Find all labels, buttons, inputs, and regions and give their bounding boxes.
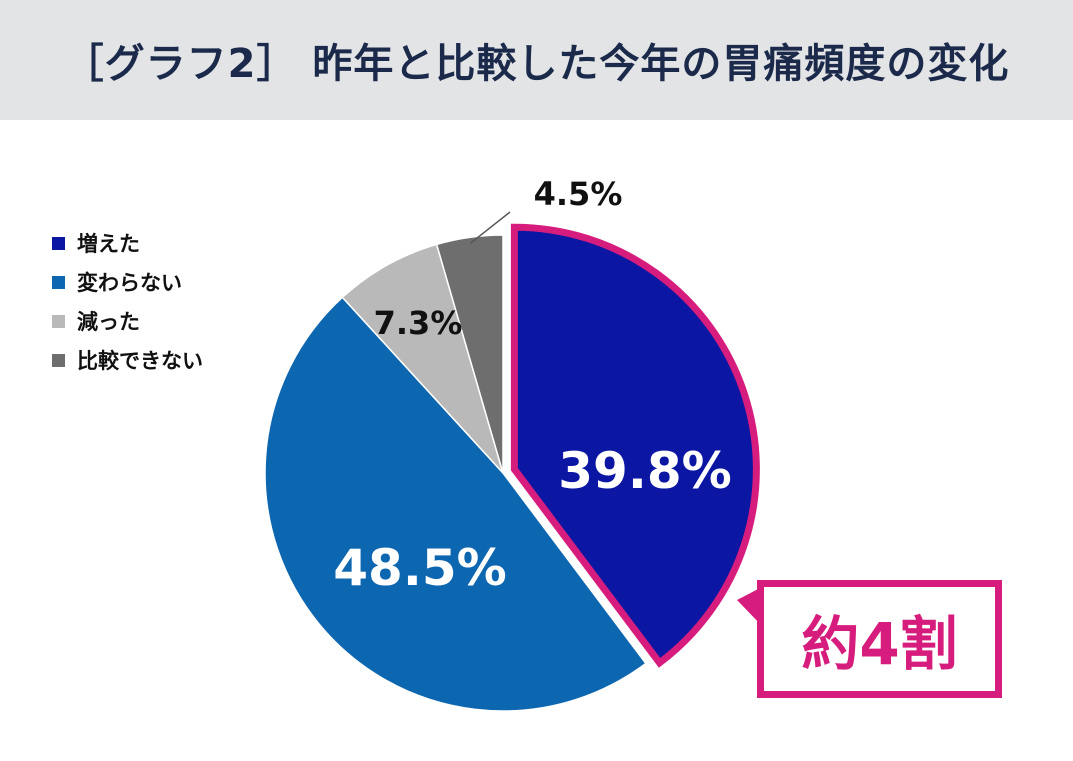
legend-item-increased: 増えた [52,228,203,258]
legend: 増えた 変わらない 減った 比較できない [52,228,203,375]
legend-label: 増えた [77,232,140,256]
legend-label: 変わらない [77,271,182,295]
slice-cannot-compare [435,234,504,474]
slice-unchanged [264,296,647,712]
slice-value-label: 48.5% [333,539,506,597]
legend-item-cannot-compare: 比較できない [52,345,203,375]
legend-item-unchanged: 変わらない [52,267,203,297]
chart-title: ［グラフ2］ 昨年と比較した今年の胃痛頻度の変化 [63,41,1010,87]
callout-box: 約4割 [757,580,1002,698]
legend-swatch [52,314,65,328]
leader-line [469,211,511,244]
slice-decreased [341,243,504,474]
legend-swatch [52,236,65,250]
slice-value-label: 7.3% [374,304,463,342]
legend-item-decreased: 減った [52,306,203,336]
title-bar: ［グラフ2］ 昨年と比較した今年の胃痛頻度の変化 [0,0,1073,120]
slice-value-label: 39.8% [558,442,731,500]
slice-increased [510,223,760,668]
callout-text: 約4割 [801,610,958,678]
legend-swatch [52,275,65,289]
legend-swatch [52,353,65,367]
slice-value-label: 4.5% [534,175,623,213]
legend-label: 減った [77,310,140,334]
legend-label: 比較できない [77,349,203,373]
